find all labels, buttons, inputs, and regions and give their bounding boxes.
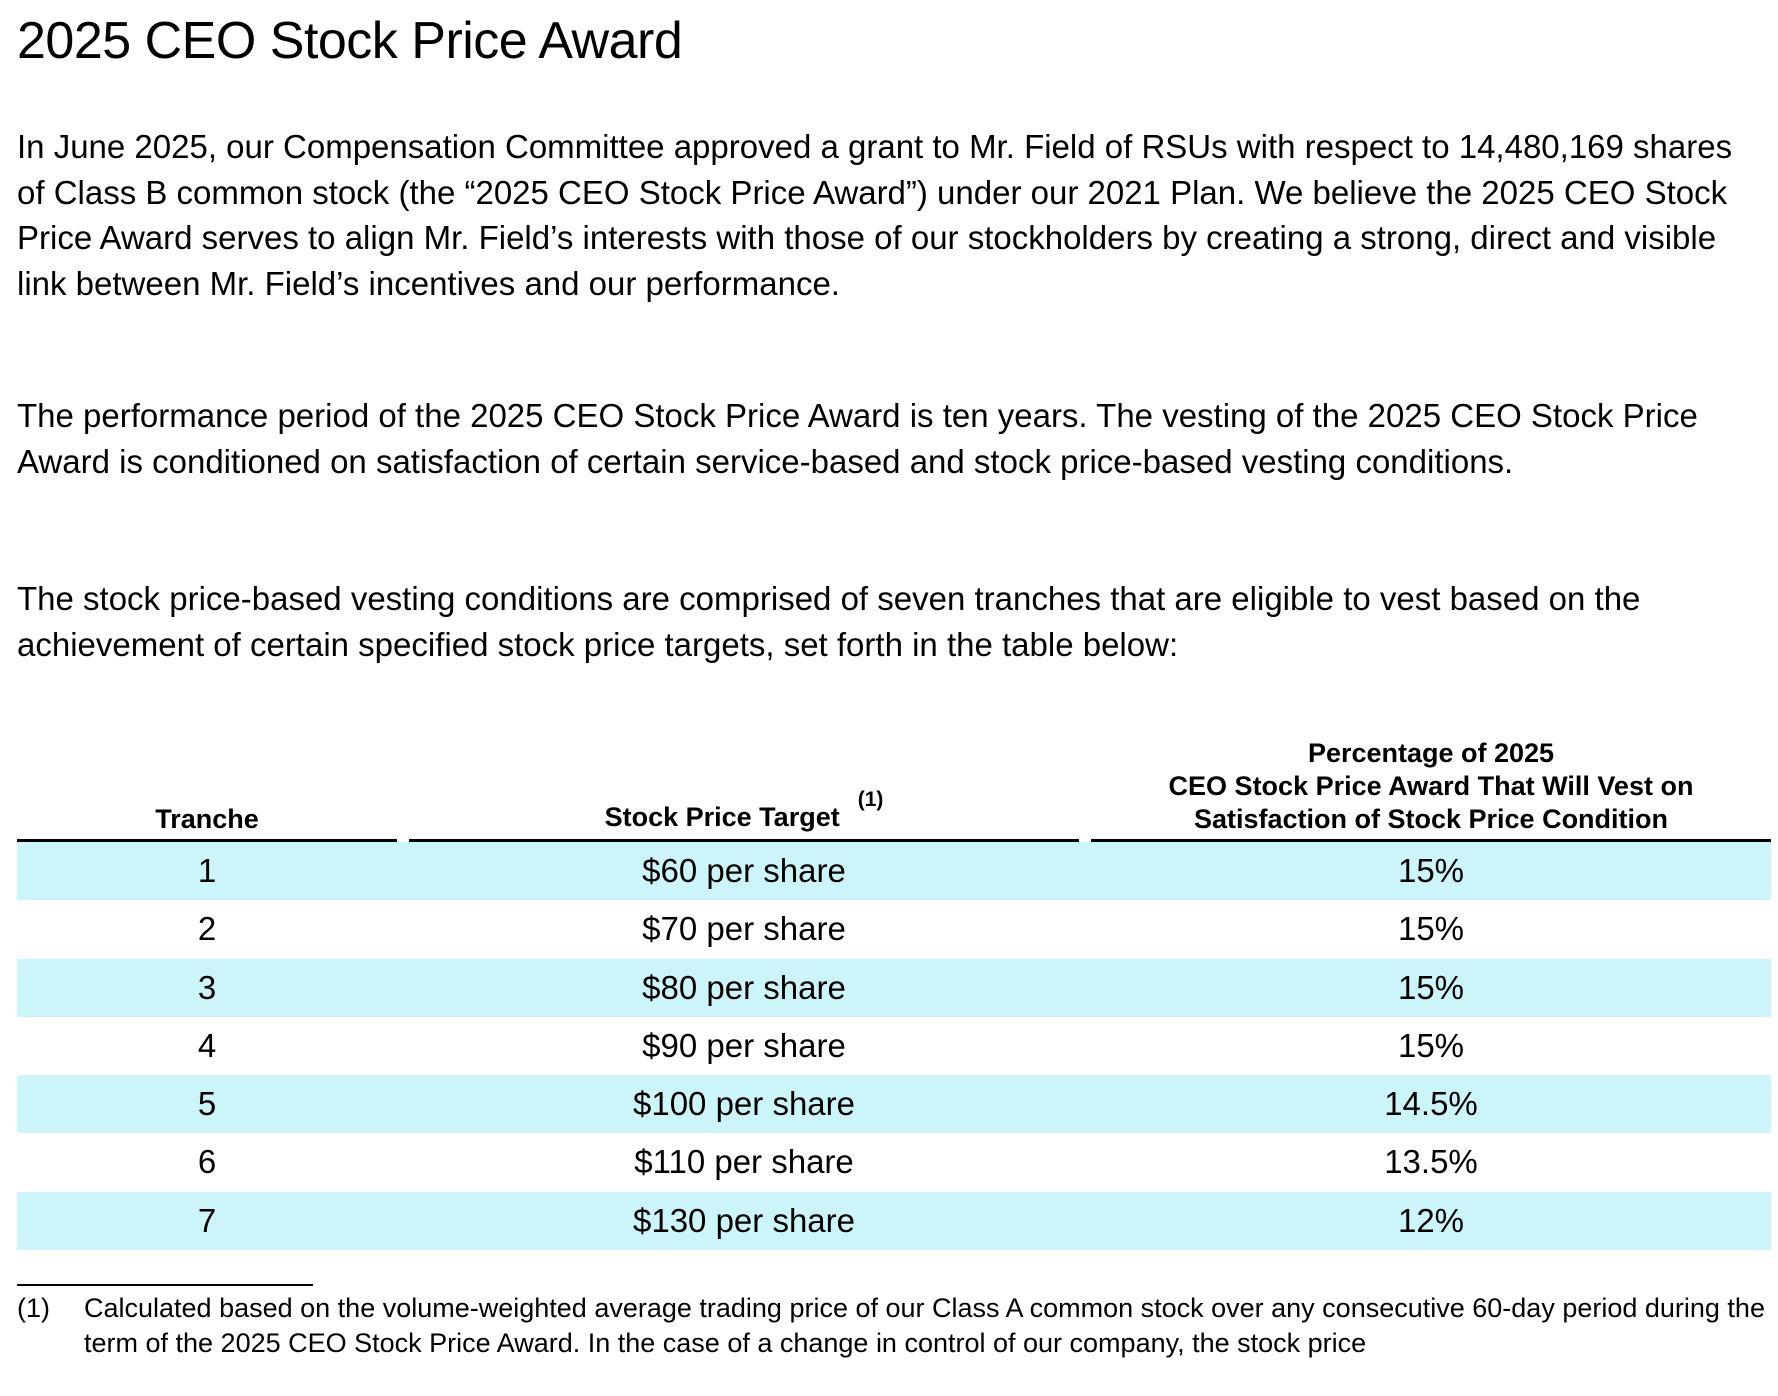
header-rule xyxy=(1091,839,1771,842)
tranche-cell: 4 xyxy=(197,1026,217,1064)
target-cell: $90 per share xyxy=(642,1026,846,1064)
tranche-cell: 3 xyxy=(197,968,217,1006)
paragraph-tranches-intro: The stock price-based vesting conditions… xyxy=(17,580,1641,663)
header-rule xyxy=(17,839,397,842)
target-cell: $70 per share xyxy=(642,910,846,948)
percentage-cell: 14.5% xyxy=(1384,1085,1478,1123)
target-cell: $80 per share xyxy=(642,968,846,1006)
table-row: 1 $60 per share 15% xyxy=(17,842,1771,901)
footnote-marker: (1) xyxy=(17,1293,50,1323)
header-tranche: Tranche xyxy=(17,803,397,836)
table-row: 4 $90 per share 15% xyxy=(17,1017,1771,1075)
percentage-cell: 15% xyxy=(1397,968,1465,1006)
header-percentage-line-3: Satisfaction of Stock Price Condition xyxy=(1193,804,1669,834)
target-cell: $100 per share xyxy=(633,1085,855,1123)
tranche-cell: 7 xyxy=(197,1201,217,1239)
footnote-text: Calculated based on the volume-weighted … xyxy=(84,1293,1765,1358)
percentage-cell: 12% xyxy=(1397,1201,1465,1239)
percentage-cell: 15% xyxy=(1397,910,1465,948)
header-tranche-label: Tranche xyxy=(155,804,259,834)
table-row: 3 $80 per share 15% xyxy=(17,958,1771,1017)
table-header: Tranche Stock Price Target (1) Percentage… xyxy=(17,732,1771,842)
footnote-reference: (1) xyxy=(857,788,884,811)
tranche-table: Tranche Stock Price Target (1) Percentage… xyxy=(17,732,1771,1251)
page-title: 2025 CEO Stock Price Award xyxy=(17,12,683,70)
tranche-cell: 1 xyxy=(197,852,217,889)
footnote-divider xyxy=(17,1284,313,1286)
header-target-label: Stock Price Target xyxy=(604,802,840,832)
target-cell: $60 per share xyxy=(642,852,846,889)
table-row: 2 $70 per share 15% xyxy=(17,900,1771,958)
percentage-cell: 13.5% xyxy=(1384,1143,1478,1181)
table-row: 6 $110 per share 13.5% xyxy=(17,1133,1771,1191)
header-percentage-line-2: CEO Stock Price Award That Will Vest on xyxy=(1168,771,1694,801)
tranche-cell: 5 xyxy=(197,1085,217,1123)
table-row: 5 $100 per share 14.5% xyxy=(17,1075,1771,1134)
target-cell: $110 per share xyxy=(634,1143,854,1181)
paragraph-grant: In June 2025, our Compensation Committee… xyxy=(17,128,1733,302)
target-cell: $130 per share xyxy=(633,1201,855,1239)
header-percentage: Percentage of 2025 CEO Stock Price Award… xyxy=(1091,737,1771,836)
percentage-cell: 15% xyxy=(1397,1026,1465,1064)
table-row: 7 $130 per share 12% xyxy=(17,1191,1771,1251)
paragraph-performance-period: The performance period of the 2025 CEO S… xyxy=(17,397,1698,480)
tranche-cell: 2 xyxy=(197,910,217,948)
percentage-cell: 15% xyxy=(1397,852,1465,889)
header-percentage-line-1: Percentage of 2025 xyxy=(1307,738,1555,768)
header-rule xyxy=(409,839,1079,842)
tranche-cell: 6 xyxy=(197,1143,217,1181)
header-stock-price-target: Stock Price Target (1) xyxy=(409,788,1079,836)
